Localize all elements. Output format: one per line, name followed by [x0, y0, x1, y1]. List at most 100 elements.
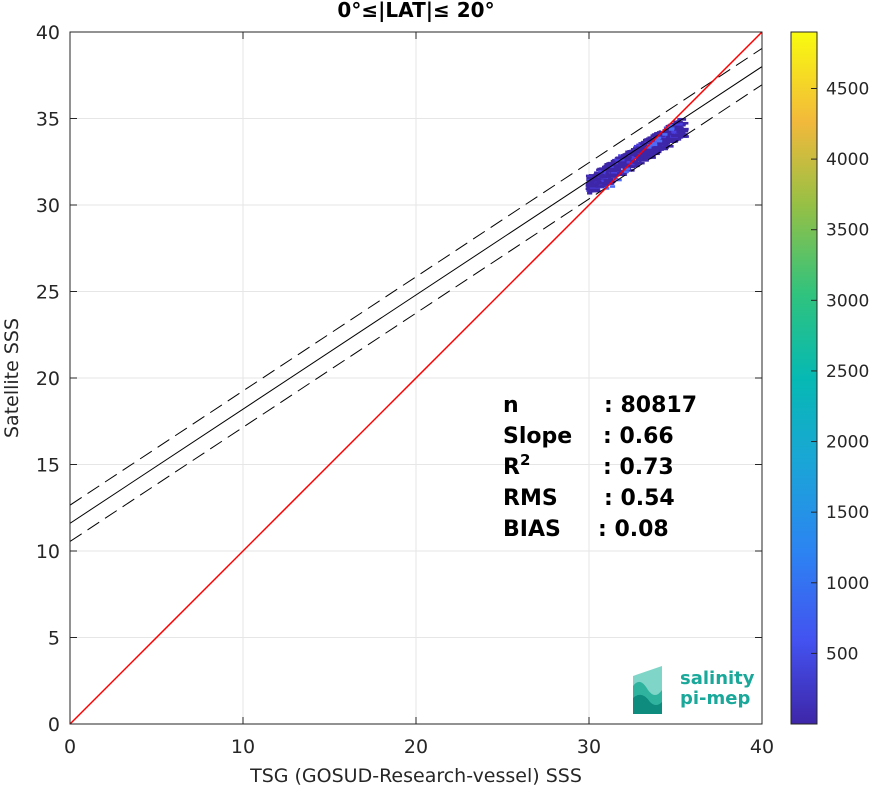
- density-cell: [663, 144, 669, 148]
- y-tick-label: 15: [36, 455, 60, 477]
- density-cell: [653, 141, 662, 145]
- x-axis-ticks: 0 10 20 30 40: [64, 32, 774, 758]
- density-cell: [606, 174, 615, 178]
- x-axis-label: TSG (GOSUD-Research-vessel) SSS: [249, 765, 582, 787]
- y-tick-label: 40: [36, 22, 60, 44]
- colorbar-tick-label: 3500: [826, 221, 869, 241]
- density-cell: [641, 150, 647, 154]
- y-tick-label: 0: [48, 714, 60, 736]
- density-cell: [614, 158, 625, 162]
- regression-lower-dashed: [70, 84, 762, 542]
- density-cell: [651, 146, 662, 150]
- density-cell: [586, 176, 597, 180]
- density-cell-high: [668, 128, 675, 131]
- density-cell: [657, 147, 669, 151]
- density-cell-high: [613, 178, 619, 182]
- density-cell: [660, 146, 667, 149]
- density-cell: [610, 167, 621, 170]
- density-cell: [621, 161, 625, 164]
- density-cell: [642, 144, 651, 148]
- y-tick-label: 10: [36, 541, 60, 563]
- density-cell: [641, 157, 644, 160]
- density-cell: [631, 164, 640, 168]
- density-cell: [603, 182, 614, 185]
- density-cell: [615, 156, 624, 160]
- colorbar-tick-label: 1500: [826, 503, 869, 523]
- density-cell-high: [657, 139, 663, 143]
- density-cell: [629, 153, 638, 157]
- density-cell: [612, 164, 618, 168]
- density-cell-high: [604, 187, 610, 190]
- density-cell: [646, 137, 657, 141]
- colorbar-tick-label: 4000: [826, 150, 869, 170]
- colorbar: [790, 31, 818, 725]
- density-cell: [670, 134, 679, 138]
- x-tick-label: 10: [231, 736, 255, 758]
- logo-line-1: salinity: [680, 668, 755, 689]
- density-cell: [610, 171, 619, 174]
- density-cell: [678, 135, 684, 139]
- density-cell: [588, 179, 600, 182]
- density-cell-high: [647, 143, 653, 147]
- stat-label: BIAS: [503, 517, 561, 542]
- y-axis-ticks: 0 5 10 15 20 25 30 35 40: [36, 22, 762, 736]
- density-cell: [643, 155, 651, 159]
- density-cell: [642, 138, 649, 142]
- chart-title: 0°≤|LAT|≤ 20°: [337, 0, 494, 22]
- density-cell-high: [667, 124, 673, 127]
- density-cell: [634, 151, 642, 154]
- identity-line: [70, 32, 762, 724]
- density-cell: [587, 190, 591, 194]
- density-cell: [673, 138, 682, 141]
- density-cell: [625, 150, 636, 154]
- density-cell: [602, 168, 614, 171]
- density-cell: [673, 126, 684, 130]
- stat-value: : 0.66: [603, 424, 674, 449]
- density-cell: [651, 133, 655, 136]
- stat-value: : 0.08: [598, 517, 669, 542]
- density-cell: [674, 128, 680, 132]
- density-cell: [589, 180, 595, 184]
- stat-value: : 0.73: [603, 455, 674, 480]
- colorbar-tick-label: 500: [826, 644, 858, 664]
- density-cell: [630, 157, 634, 161]
- density-cell: [620, 154, 624, 157]
- y-tick-label: 25: [36, 282, 60, 304]
- fit-lines: [70, 32, 762, 724]
- density-cell-high: [623, 170, 629, 174]
- density-cell: [677, 124, 683, 127]
- y-tick-label: 5: [48, 628, 60, 650]
- density-cell: [670, 140, 676, 143]
- y-tick-label: 35: [36, 109, 60, 131]
- regression-upper-dashed: [70, 48, 762, 506]
- density-cell-high: [609, 185, 616, 188]
- density-cell: [653, 150, 662, 154]
- density-cell: [624, 156, 628, 159]
- density-cell-high: [624, 167, 631, 171]
- density-cell: [595, 185, 606, 188]
- density-cell: [671, 130, 677, 134]
- density-cell: [586, 182, 592, 185]
- density-cell: [661, 138, 667, 141]
- density-cell: [601, 165, 605, 169]
- density-cell: [677, 128, 689, 131]
- salinity-pimep-logo: salinity pi-mep: [633, 666, 755, 714]
- density-cell: [594, 182, 606, 185]
- density-cell: [628, 155, 632, 159]
- density-cell: [633, 146, 636, 150]
- x-tick-label: 20: [404, 736, 428, 758]
- density-cell: [633, 144, 645, 148]
- density-cell: [630, 160, 639, 164]
- density-cell: [661, 142, 668, 145]
- density-cell: [678, 131, 685, 135]
- density-cell: [614, 174, 620, 177]
- colorbar-tick-label: 3000: [826, 291, 869, 311]
- density-cell-high: [651, 142, 657, 145]
- density-cell: [589, 187, 601, 190]
- density-cell: [635, 154, 647, 157]
- density-cell: [624, 158, 628, 162]
- density-cell: [600, 175, 604, 179]
- density-cell-high: [662, 133, 668, 136]
- density-cell: [605, 164, 611, 168]
